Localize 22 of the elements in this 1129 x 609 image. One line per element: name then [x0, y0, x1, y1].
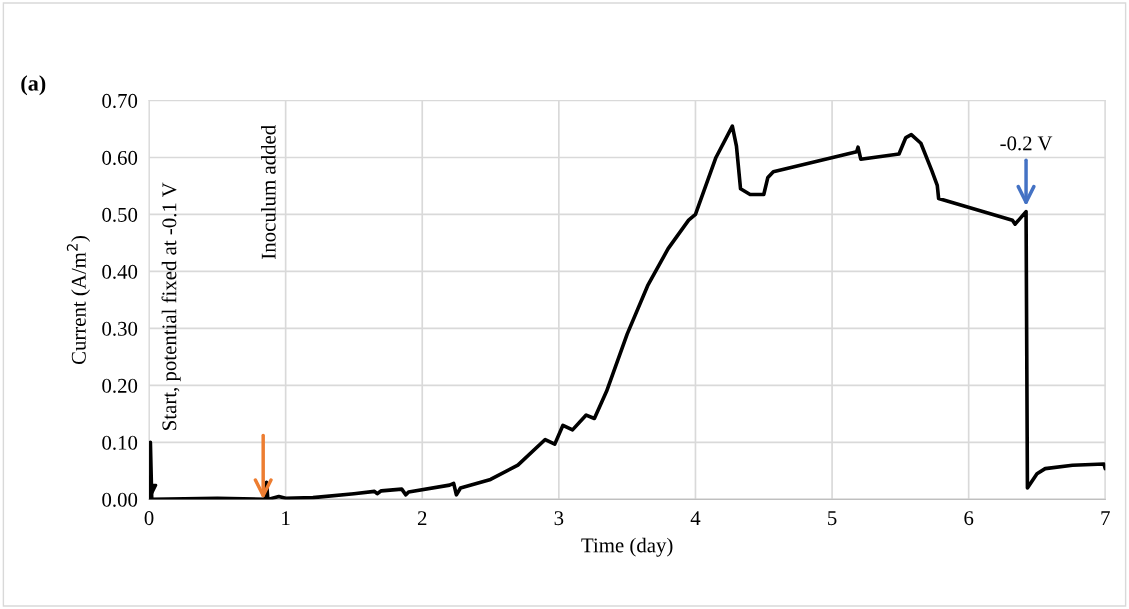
annotation: Inoculum added — [261, 125, 276, 259]
x-tick-label: 7 — [1101, 511, 1110, 525]
y-tick-label: 0.30 — [102, 321, 138, 336]
text: (a) — [21, 75, 46, 96]
y-tick-label: 0.20 — [102, 378, 138, 393]
x-tick-label: 6 — [964, 511, 974, 526]
y-tick-label: 0.00 — [102, 492, 138, 507]
annotation: -0.2 V — [1000, 136, 1053, 151]
x-tick-label: 1 — [282, 511, 290, 525]
y-tick-label: 0.40 — [102, 264, 138, 279]
y-axis-title: Current (A/m$^{2}$) — [66, 236, 91, 365]
y-tick-label: 0.10 — [102, 435, 138, 450]
x-axis-title: Time (day) — [581, 537, 673, 557]
y-tick-label: 0.70 — [102, 93, 138, 109]
y-tick-label: 0.60 — [102, 150, 138, 165]
x-tick-label: 0 — [144, 511, 154, 526]
x-tick-label: 3 — [554, 511, 564, 526]
x-tick-label: 4 — [690, 511, 701, 525]
y-tick-label: 0.50 — [102, 207, 138, 222]
x-tick-label: 5 — [828, 511, 837, 526]
annotation: Start, potential fixed at -0.1 V — [161, 182, 181, 430]
x-tick-label: 2 — [417, 511, 427, 525]
